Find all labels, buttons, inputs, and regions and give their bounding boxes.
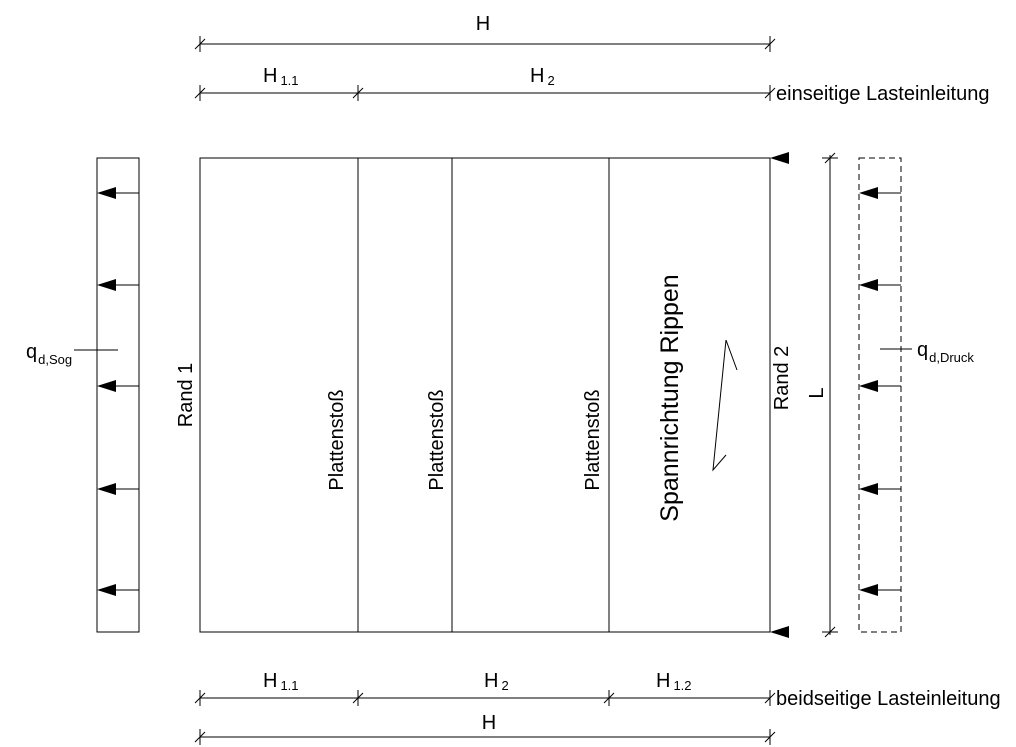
pressure-load-label: qd,Druck [917,339,974,365]
support-arrow-top [770,152,789,164]
pressure-arrow [859,380,901,392]
suction-arrow [97,584,139,596]
bottom-segment-3-label: H 1.2 [656,670,692,693]
edge-2-label: Rand 2 [771,346,793,411]
pressure-arrow [859,483,901,495]
top-caption: einseitige Lasteinleitung [776,83,990,105]
bottom-overall-label: H [482,712,496,734]
top-segment-1-label: H 1.1 [263,65,299,88]
suction-arrow [97,279,139,291]
pressure-load-strip: qd,Druck [858,157,974,633]
panel-joint-label: Plattenstoß [426,389,448,490]
length-label: L [806,387,828,398]
top-overall-label: H [476,13,490,35]
pressure-arrow [859,187,901,199]
top-dimension-overall: H [194,13,776,52]
pressure-arrow [859,279,901,291]
bottom-caption: beidseitige Lasteinleitung [776,688,1001,710]
suction-load-label: qd,Sog [26,341,72,367]
pressure-arrow [859,584,901,596]
support-arrow-bottom [770,626,789,638]
suction-arrow [97,483,139,495]
bottom-dimension-overall: H [194,712,776,745]
wall-panel: Rand 1 Plattenstoß Plattenstoß Plattenst… [175,152,793,638]
span-direction-label: Spannrichtung Rippen [656,274,684,521]
panel-joint-label: Plattenstoß [582,389,604,490]
span-direction-symbol [712,339,738,472]
bottom-segment-1-label: H 1.1 [263,670,299,693]
suction-arrow [97,187,139,199]
edge-1-label: Rand 1 [175,363,197,428]
panel-joint-label: Plattenstoß [326,389,348,490]
length-dimension: L [806,152,838,638]
suction-arrow [97,380,139,392]
suction-load-strip: qd,Sog [26,157,140,633]
